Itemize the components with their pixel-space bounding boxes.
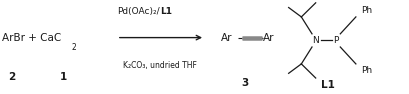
Text: 2: 2 <box>72 42 76 52</box>
Text: Ph: Ph <box>360 66 371 75</box>
Text: L1: L1 <box>160 7 171 16</box>
Text: N: N <box>312 36 318 45</box>
Text: ArBr + CaC: ArBr + CaC <box>2 33 61 43</box>
Text: L1: L1 <box>320 80 334 90</box>
Text: 1: 1 <box>60 72 67 82</box>
Text: 3: 3 <box>241 78 248 88</box>
Text: P: P <box>333 36 338 45</box>
Text: Ph: Ph <box>360 6 371 15</box>
Text: 2: 2 <box>8 72 15 82</box>
Text: Pd(OAc)₂/: Pd(OAc)₂/ <box>117 7 160 16</box>
Text: K₂CO₃, undried THF: K₂CO₃, undried THF <box>123 61 196 70</box>
Text: Ar: Ar <box>221 33 232 43</box>
Text: Ar: Ar <box>263 33 274 43</box>
